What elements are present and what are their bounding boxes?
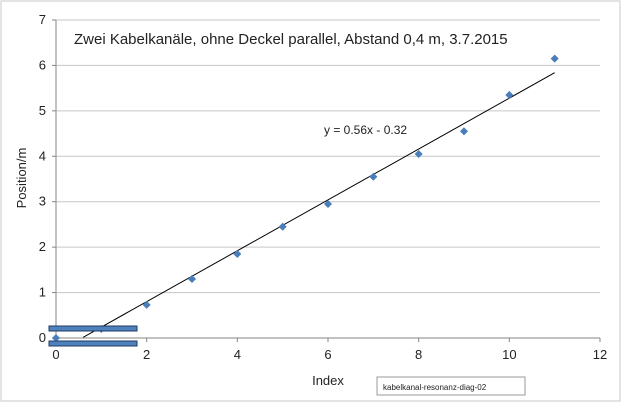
y-tick-label: 4 [39,148,46,163]
overlay-bar-upper [48,325,138,332]
trendline-equation: y = 0.56x - 0.32 [324,123,407,137]
data-point [233,249,242,258]
y-tick-label: 0 [39,330,46,345]
data-point [369,172,378,181]
x-tick-label: 10 [502,347,516,362]
y-tick-label: 3 [39,194,46,209]
x-tick-label: 0 [52,347,59,362]
overlay-bars [48,325,138,347]
trendline-layer [82,72,555,338]
overlay-bar-lower [48,340,138,347]
x-tick-label: 12 [593,347,607,362]
data-point [187,274,197,283]
caption-label: kabelkanal-resonanz-diag-02 [383,383,487,392]
x-tick-label: 6 [324,347,331,362]
data-point [142,300,151,309]
x-tick-label: 2 [143,347,150,362]
y-tick-label: 7 [39,12,46,27]
y-tick-label: 2 [39,239,46,254]
data-point [550,54,559,63]
trendline [82,72,555,338]
data-point [323,199,333,209]
x-tick-label: 4 [234,347,241,362]
x-axis-label: Index [312,373,344,388]
data-point [278,222,287,231]
data-point [459,127,469,136]
y-tick-label: 6 [39,57,46,72]
chart-title: Zwei Kabelkanäle, ohne Deckel parallel, … [74,31,508,48]
y-tick-label: 1 [39,285,46,300]
y-axis-label: Position/m [14,148,29,209]
y-tick-label: 5 [39,103,46,118]
data-point [505,90,514,99]
x-tick-label: 8 [415,347,422,362]
data-point [414,149,423,159]
gridlines [56,19,600,294]
caption-box [376,376,526,396]
